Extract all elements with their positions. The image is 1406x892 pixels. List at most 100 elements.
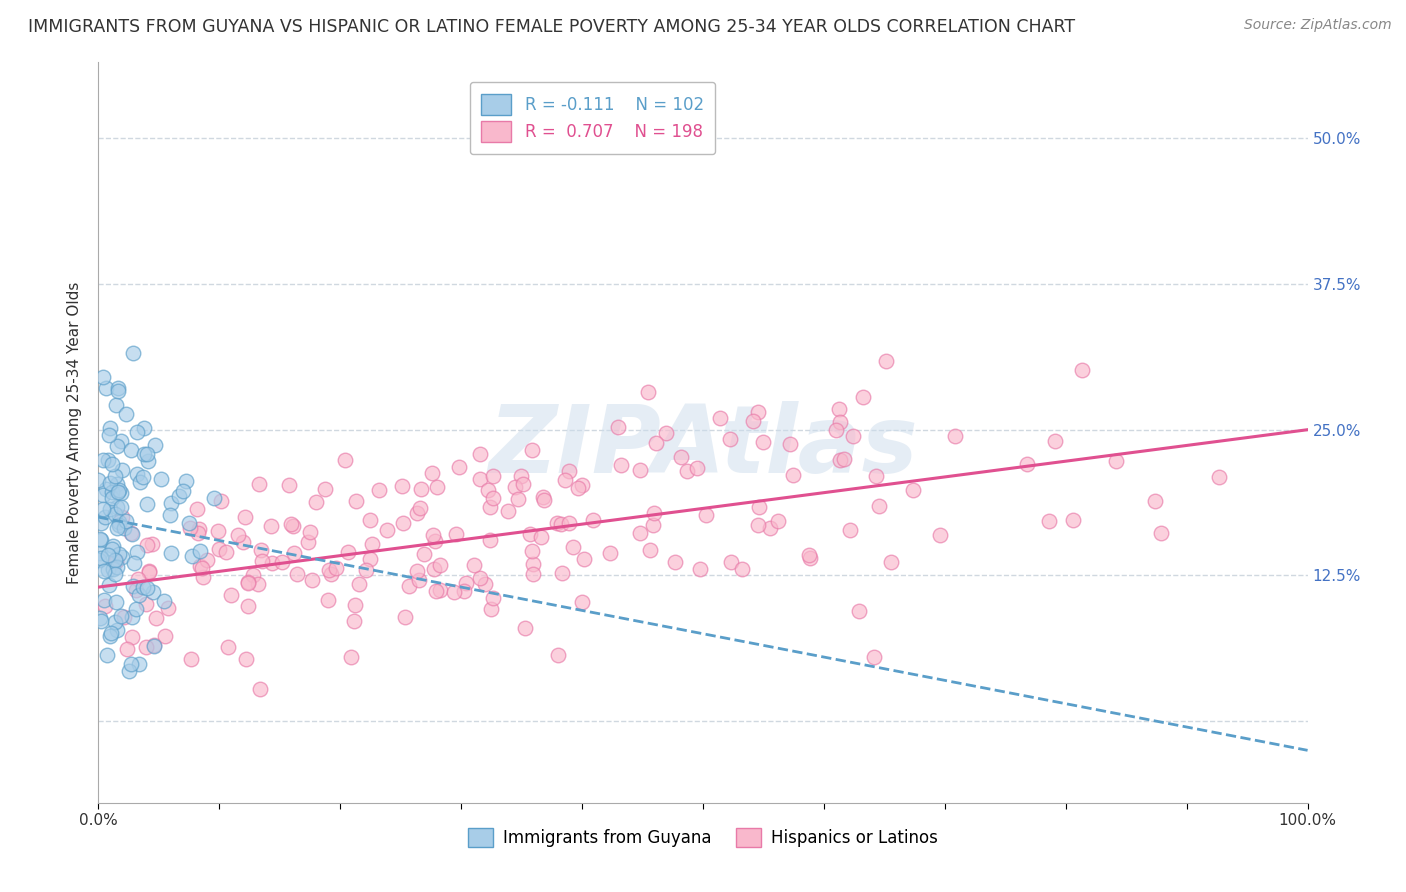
Immigrants from Guyana — [110, 500, 132, 514]
Immigrants from Guyana — [128, 657, 150, 671]
Hispanics or Latinos — [477, 483, 499, 497]
Hispanics or Latinos — [676, 464, 699, 478]
Immigrants from Guyana — [153, 594, 176, 608]
Hispanics or Latinos — [482, 469, 505, 483]
Immigrants from Guyana — [89, 553, 111, 567]
Hispanics or Latinos — [349, 577, 371, 591]
Immigrants from Guyana — [101, 539, 124, 553]
Hispanics or Latinos — [654, 426, 676, 441]
Hispanics or Latinos — [839, 523, 862, 537]
Hispanics or Latinos — [824, 423, 846, 437]
Hispanics or Latinos — [425, 583, 447, 598]
Immigrants from Guyana — [143, 639, 166, 653]
Hispanics or Latinos — [530, 530, 553, 544]
Hispanics or Latinos — [554, 473, 576, 487]
Immigrants from Guyana — [181, 549, 204, 563]
Hispanics or Latinos — [112, 609, 135, 624]
Hispanics or Latinos — [943, 429, 966, 443]
Hispanics or Latinos — [557, 516, 579, 530]
Immigrants from Guyana — [97, 452, 120, 467]
Immigrants from Guyana — [93, 593, 115, 607]
Hispanics or Latinos — [127, 572, 149, 586]
Hispanics or Latinos — [868, 499, 890, 513]
Hispanics or Latinos — [482, 491, 505, 506]
Immigrants from Guyana — [127, 467, 149, 481]
Hispanics or Latinos — [1150, 526, 1173, 541]
Hispanics or Latinos — [664, 555, 686, 569]
Hispanics or Latinos — [280, 516, 302, 531]
Hispanics or Latinos — [281, 519, 304, 533]
Immigrants from Guyana — [124, 556, 146, 570]
Hispanics or Latinos — [1038, 514, 1060, 528]
Hispanics or Latinos — [686, 461, 709, 475]
Hispanics or Latinos — [337, 545, 360, 559]
Hispanics or Latinos — [1062, 513, 1084, 527]
Hispanics or Latinos — [135, 640, 157, 654]
Immigrants from Guyana — [108, 515, 131, 529]
Hispanics or Latinos — [425, 534, 447, 549]
Hispanics or Latinos — [1144, 493, 1167, 508]
Hispanics or Latinos — [191, 561, 214, 575]
Hispanics or Latinos — [669, 450, 692, 464]
Hispanics or Latinos — [752, 434, 775, 449]
Hispanics or Latinos — [747, 518, 769, 533]
Hispanics or Latinos — [316, 593, 339, 607]
Immigrants from Guyana — [108, 518, 131, 533]
Immigrants from Guyana — [128, 589, 150, 603]
Hispanics or Latinos — [238, 599, 260, 613]
Immigrants from Guyana — [90, 550, 112, 565]
Immigrants from Guyana — [91, 502, 114, 516]
Immigrants from Guyana — [105, 440, 128, 454]
Hispanics or Latinos — [105, 553, 128, 567]
Immigrants from Guyana — [121, 345, 143, 359]
Hispanics or Latinos — [314, 482, 336, 496]
Hispanics or Latinos — [247, 477, 270, 491]
Hispanics or Latinos — [344, 493, 367, 508]
Hispanics or Latinos — [572, 551, 595, 566]
Hispanics or Latinos — [191, 569, 214, 583]
Hispanics or Latinos — [478, 500, 501, 515]
Hispanics or Latinos — [758, 521, 780, 535]
Hispanics or Latinos — [742, 414, 765, 428]
Hispanics or Latinos — [643, 518, 665, 533]
Hispanics or Latinos — [929, 528, 952, 542]
Hispanics or Latinos — [1017, 457, 1039, 471]
Immigrants from Guyana — [132, 447, 155, 461]
Immigrants from Guyana — [114, 514, 136, 528]
Hispanics or Latinos — [848, 605, 870, 619]
Hispanics or Latinos — [519, 526, 541, 541]
Immigrants from Guyana — [91, 370, 114, 384]
Hispanics or Latinos — [283, 546, 305, 560]
Immigrants from Guyana — [89, 546, 111, 560]
Hispanics or Latinos — [522, 557, 544, 571]
Immigrants from Guyana — [101, 542, 124, 557]
Hispanics or Latinos — [550, 516, 572, 531]
Immigrants from Guyana — [91, 453, 114, 467]
Immigrants from Guyana — [160, 546, 183, 560]
Hispanics or Latinos — [509, 469, 531, 483]
Hispanics or Latinos — [141, 537, 163, 551]
Hispanics or Latinos — [343, 614, 366, 628]
Hispanics or Latinos — [138, 565, 160, 579]
Immigrants from Guyana — [107, 500, 129, 514]
Text: ZIPAtlas: ZIPAtlas — [488, 401, 918, 493]
Hispanics or Latinos — [250, 543, 273, 558]
Hispanics or Latinos — [779, 436, 801, 450]
Hispanics or Latinos — [828, 402, 851, 417]
Hispanics or Latinos — [340, 650, 363, 665]
Hispanics or Latinos — [709, 410, 731, 425]
Immigrants from Guyana — [131, 470, 153, 484]
Text: Source: ZipAtlas.com: Source: ZipAtlas.com — [1244, 18, 1392, 32]
Hispanics or Latinos — [479, 533, 502, 548]
Hispanics or Latinos — [367, 483, 389, 498]
Hispanics or Latinos — [571, 595, 593, 609]
Hispanics or Latinos — [422, 527, 444, 541]
Hispanics or Latinos — [561, 540, 583, 554]
Immigrants from Guyana — [104, 507, 127, 521]
Hispanics or Latinos — [443, 585, 465, 599]
Immigrants from Guyana — [136, 447, 159, 461]
Hispanics or Latinos — [249, 682, 271, 697]
Hispanics or Latinos — [720, 555, 742, 569]
Hispanics or Latinos — [321, 567, 343, 582]
Hispanics or Latinos — [409, 500, 432, 515]
